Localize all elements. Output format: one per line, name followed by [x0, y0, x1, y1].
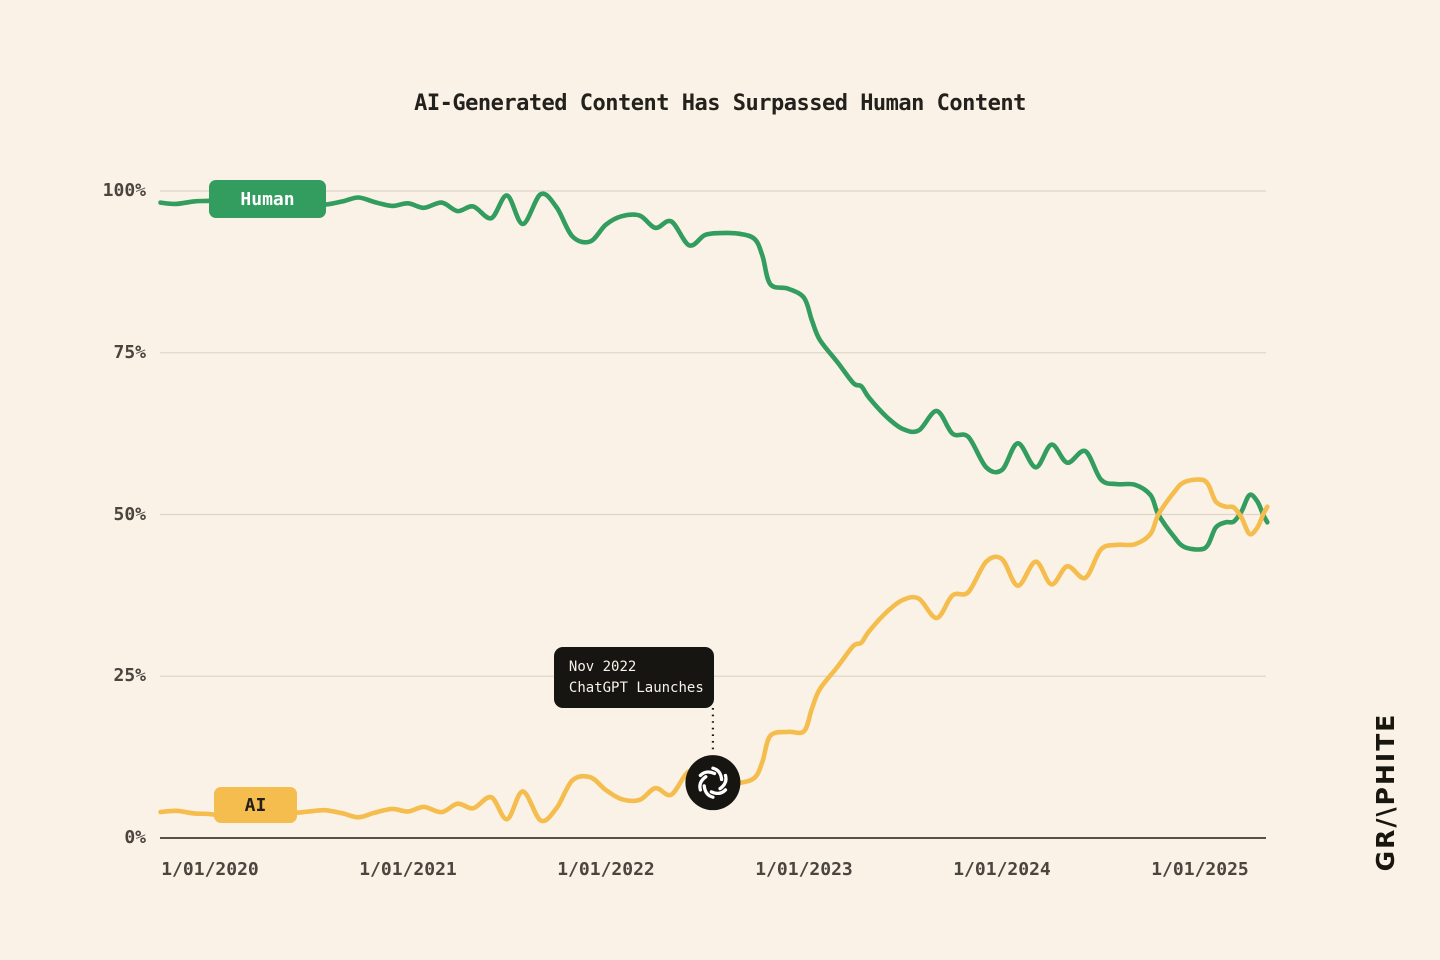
x-tick-label: 1/01/2023 [755, 859, 853, 880]
openai-swirl-arm [711, 766, 724, 782]
y-tick-label: 75% [113, 341, 146, 363]
x-tick-label: 1/01/2025 [1151, 859, 1249, 880]
annotation-tooltip: Nov 2022 ChatGPT Launches [553, 647, 714, 708]
chart-title: AI-Generated Content Has Surpassed Human… [414, 91, 1026, 116]
x-tick-label: 1/01/2022 [557, 859, 655, 880]
y-tick-label: 100% [102, 180, 146, 201]
y-tick-label: 0% [124, 827, 146, 848]
legend-badge-human: Human [209, 180, 326, 218]
annotation-marker-circle [685, 755, 741, 811]
openai-swirl-arm [702, 784, 715, 799]
brand-logo: GR/\PHITE [1371, 712, 1400, 872]
openai-swirl-arm [718, 773, 728, 791]
ai-line [158, 477, 1270, 824]
y-tick-label: 25% [113, 665, 146, 687]
openai-logo-icon [685, 755, 741, 811]
openai-swirl-arm [709, 788, 728, 796]
legend-human-label: Human [240, 188, 295, 210]
annotation-text: ChatGPT Launches [568, 680, 704, 696]
openai-swirl-arm [698, 770, 717, 778]
y-tick-label: 50% [113, 503, 146, 525]
legend-badge-ai: AI [214, 787, 297, 823]
x-tick-label: 1/01/2024 [953, 859, 1051, 880]
legend-ai-label: AI [244, 794, 267, 816]
x-tick-label: 1/01/2020 [161, 859, 259, 880]
annotation-date: Nov 2022 [568, 659, 637, 675]
x-tick-label: 1/01/2021 [359, 859, 457, 880]
human-line [158, 191, 1270, 552]
openai-swirl-arm [698, 775, 708, 792]
